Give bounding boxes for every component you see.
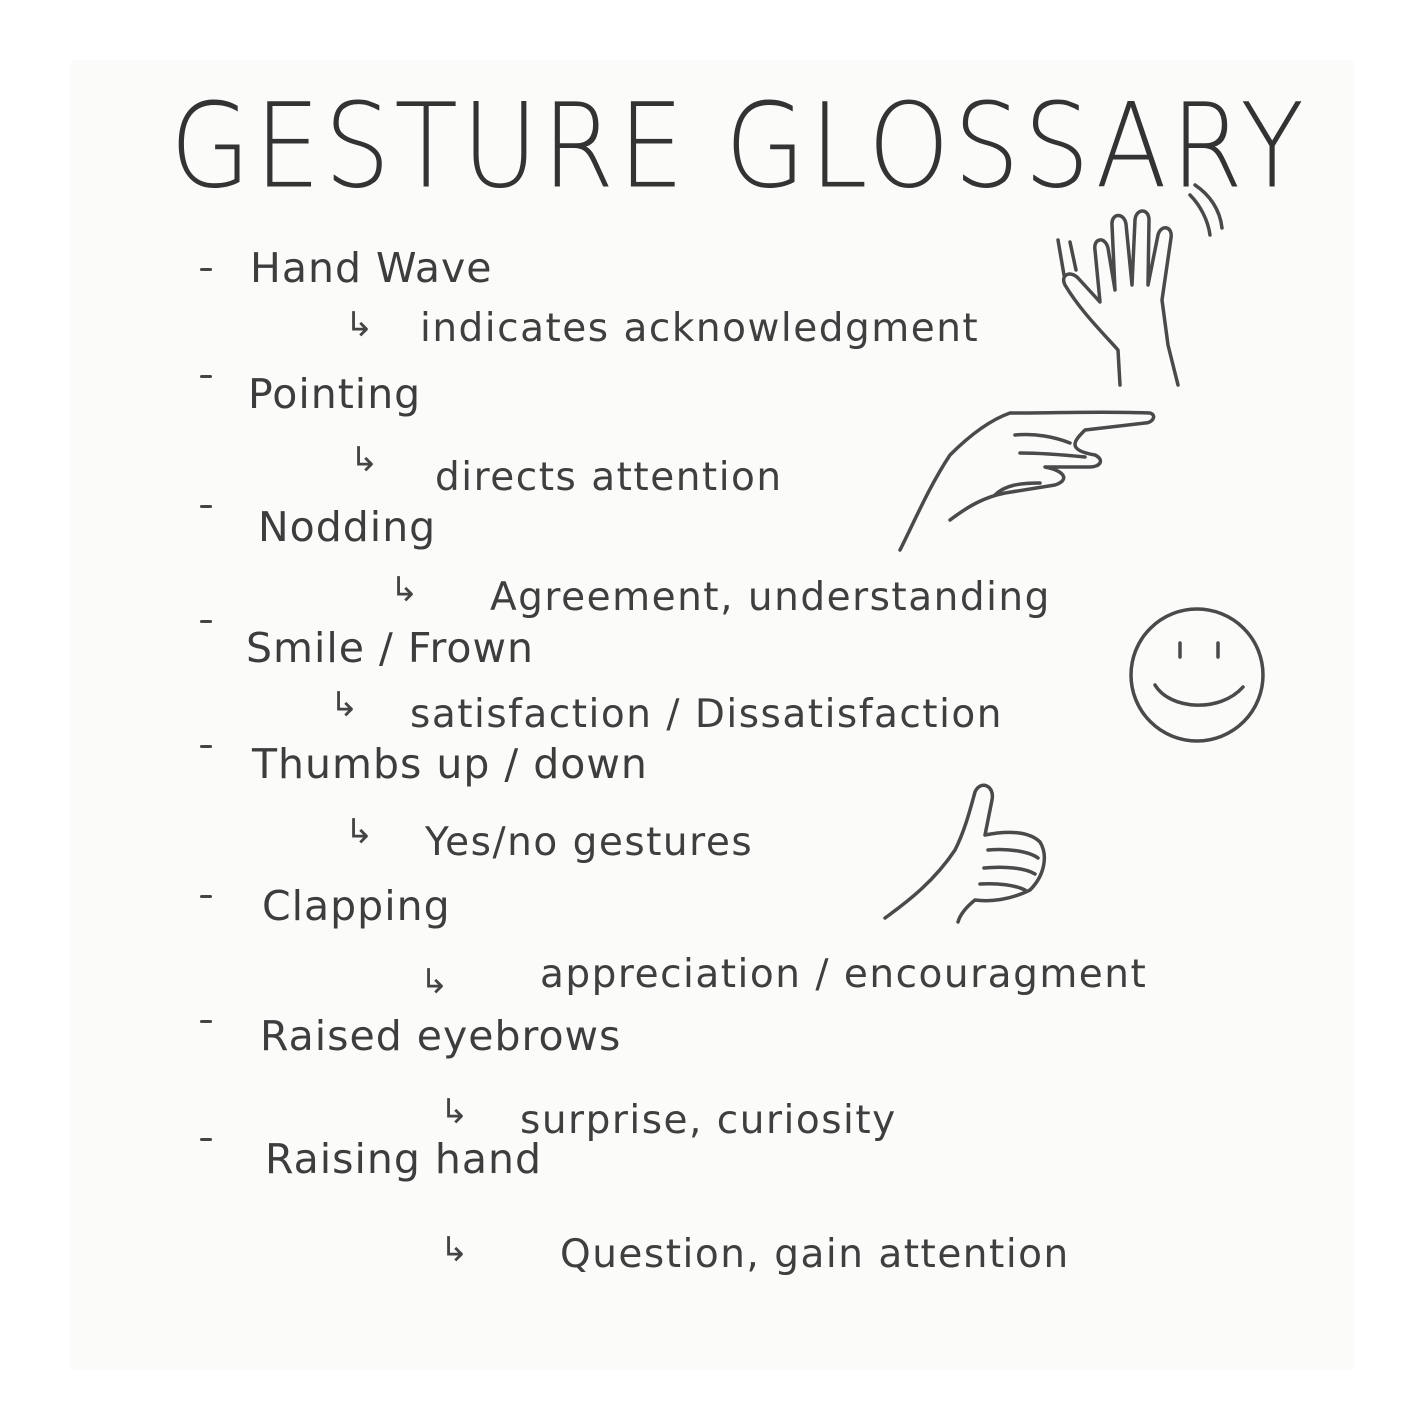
bullet-dash (200, 745, 212, 748)
bullet-dash (200, 895, 212, 898)
gesture-term: Hand Wave (250, 244, 493, 292)
arrow-icon: ↳ (345, 812, 374, 852)
bullet-dash (200, 505, 212, 508)
gesture-meaning: surprise, curiosity (520, 1098, 897, 1143)
gesture-meaning: Agreement, understanding (490, 575, 1051, 620)
pointing-hand-icon (898, 410, 1156, 552)
gesture-term: Raising hand (265, 1135, 543, 1183)
paper-sheet (70, 60, 1355, 1370)
bullet-dash (200, 1020, 212, 1023)
gesture-term: Thumbs up / down (252, 740, 648, 788)
bullet-dash (200, 620, 212, 623)
arrow-icon: ↳ (330, 685, 359, 725)
arrow-icon: ↳ (345, 305, 374, 345)
gesture-term: Pointing (248, 370, 422, 418)
bullet-dash (200, 268, 212, 271)
bullet-dash (200, 375, 212, 378)
arrow-icon: ↳ (420, 962, 449, 1002)
gesture-term: Nodding (258, 503, 437, 551)
gesture-meaning: indicates acknowledgment (420, 306, 980, 351)
gesture-term: Raised eyebrows (260, 1012, 622, 1060)
arrow-icon: ↳ (440, 1230, 469, 1270)
page-title: GESTURE GLOSSARY (170, 78, 1308, 215)
thumbs-up-icon (883, 783, 1047, 924)
bullet-dash (200, 1138, 212, 1141)
arrow-icon: ↳ (440, 1092, 469, 1132)
gesture-meaning: satisfaction / Dissatisfaction (410, 692, 1003, 737)
gesture-meaning: directs attention (435, 455, 783, 500)
arrow-icon: ↳ (390, 570, 419, 610)
smiley-face-icon (1129, 607, 1265, 743)
gesture-meaning: appreciation / encouragment (540, 952, 1148, 997)
gesture-meaning: Yes/no gestures (425, 820, 754, 865)
arrow-icon: ↳ (350, 440, 379, 480)
gesture-term: Clapping (262, 882, 451, 930)
gesture-term: Smile / Frown (246, 624, 535, 672)
gesture-meaning: Question, gain attention (560, 1232, 1070, 1277)
waving-hand-icon (1056, 183, 1224, 387)
